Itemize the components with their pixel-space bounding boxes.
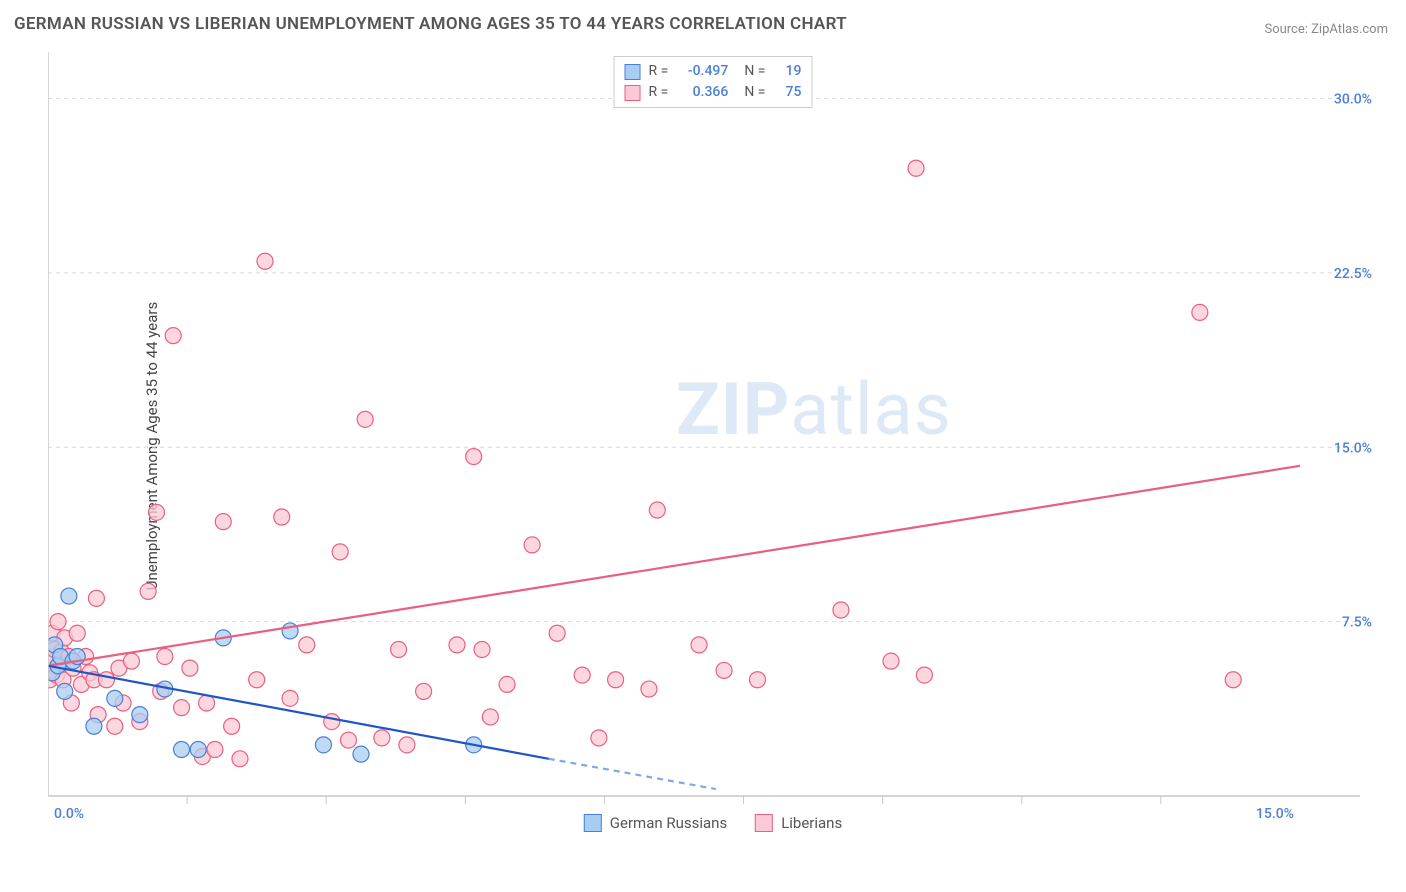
correlation-row-liberian: R = 0.366 N = 75 (625, 82, 802, 103)
correlation-row-german: R = -0.497 N = 19 (625, 61, 802, 82)
chart-container: GERMAN RUSSIAN VS LIBERIAN UNEMPLOYMENT … (0, 0, 1406, 892)
source-label: Source: ZipAtlas.com (1264, 22, 1388, 37)
svg-text:0.0%: 0.0% (54, 806, 84, 822)
svg-text:7.5%: 7.5% (1342, 615, 1372, 631)
chart-title: GERMAN RUSSIAN VS LIBERIAN UNEMPLOYMENT … (14, 14, 847, 34)
n-label: N = (744, 61, 765, 82)
swatch-german-icon (625, 64, 641, 80)
n-label: N = (744, 82, 765, 103)
r-label: R = (649, 61, 669, 82)
svg-text:22.5%: 22.5% (1334, 266, 1372, 282)
svg-text:15.0%: 15.0% (1256, 806, 1294, 822)
legend-label-liberian: Liberians (781, 814, 842, 832)
r-value-german: -0.497 (676, 61, 728, 82)
legend-label-german: German Russians (610, 814, 727, 832)
swatch-liberian-icon (755, 814, 773, 832)
swatch-german-icon (584, 814, 602, 832)
scatter-svg: ZIPatlas 0.0% 15.0% 7.5% 15.0% 22.5% 30.0% (48, 52, 1378, 832)
legend-item-german: German Russians (584, 814, 727, 832)
plot-area: ZIPatlas 0.0% 15.0% 7.5% 15.0% 22.5% 30.0% R =… (48, 52, 1378, 832)
svg-text:15.0%: 15.0% (1334, 440, 1372, 456)
n-value-liberian: 75 (773, 82, 801, 103)
n-value-german: 19 (773, 61, 801, 82)
swatch-liberian-icon (625, 85, 641, 101)
legend-item-liberian: Liberians (755, 814, 842, 832)
svg-text:30.0%: 30.0% (1334, 92, 1372, 108)
svg-text:ZIPatlas: ZIPatlas (676, 367, 952, 452)
r-label: R = (649, 82, 669, 103)
series-legend: German Russians Liberians (584, 814, 842, 832)
correlation-legend: R = -0.497 N = 19 R = 0.366 N = 75 (614, 56, 813, 108)
r-value-liberian: 0.366 (676, 82, 728, 103)
